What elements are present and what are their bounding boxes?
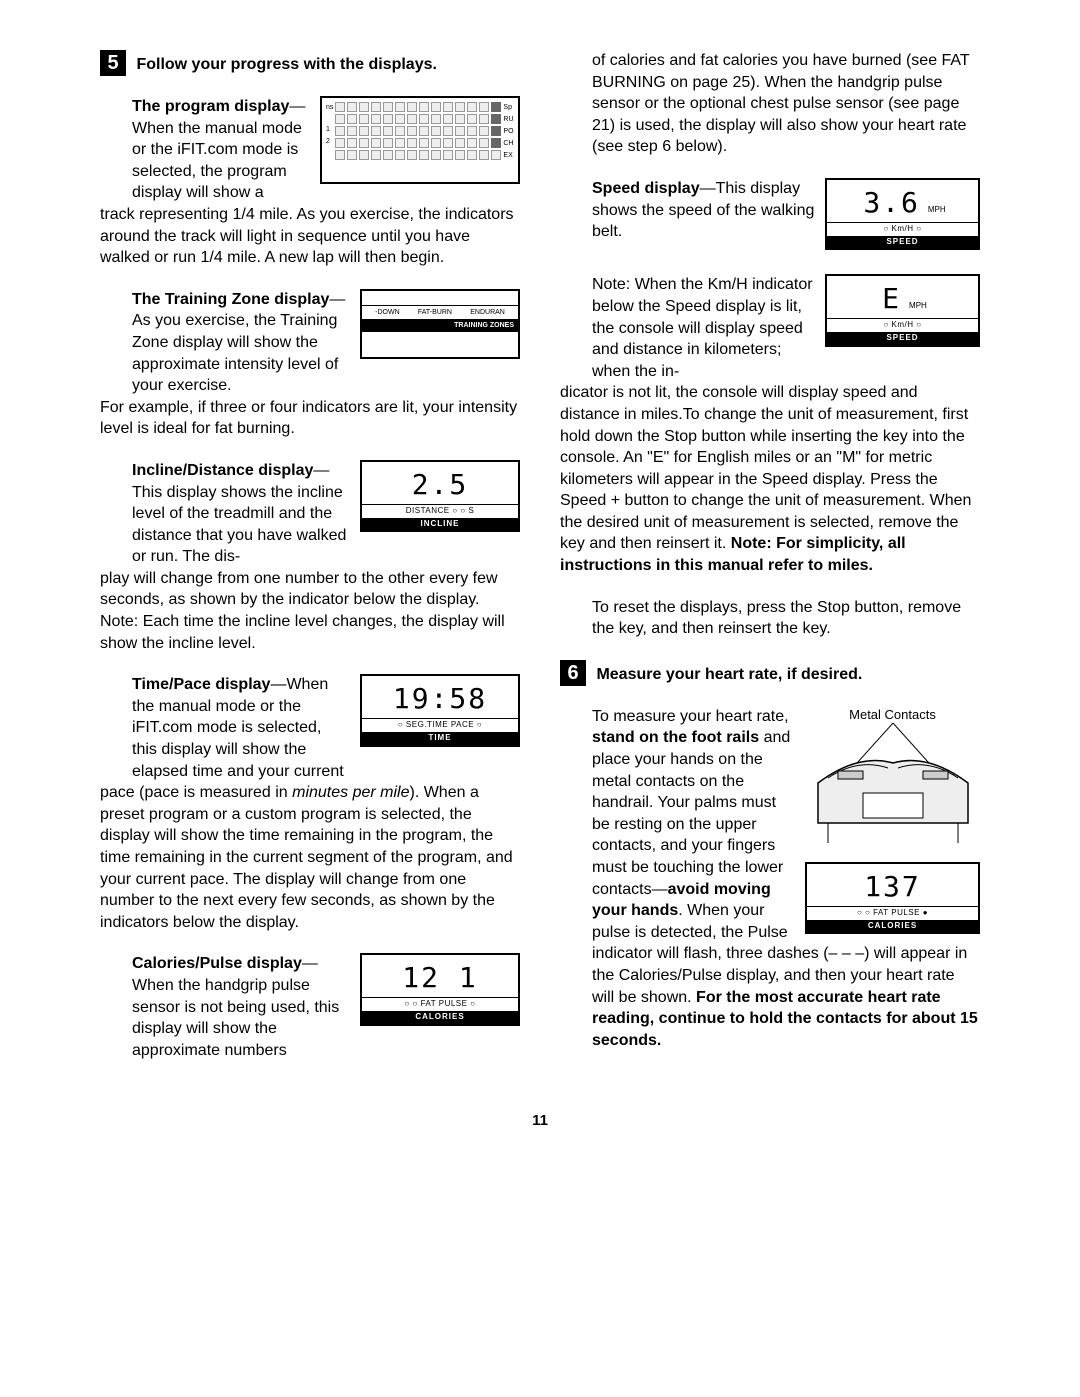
timepace-value: 19:58 xyxy=(362,676,518,718)
handrail-svg xyxy=(808,723,978,853)
incline-heading: Incline/Distance display xyxy=(132,462,313,479)
tz-zone: -DOWN xyxy=(375,308,400,317)
step6-cal-sublabel: ○ ○ FAT PULSE ● xyxy=(807,906,978,920)
kmnote-unit: MPH xyxy=(909,301,931,312)
timepace-section: 19:58 ○ SEG.TIME PACE ○ TIME Time/Pace d… xyxy=(132,674,520,933)
tz-zone: ENDURAN xyxy=(470,308,505,317)
incline-para2: play will change from one number to the … xyxy=(100,568,520,654)
calpulse-label: CALORIES xyxy=(362,1011,518,1024)
kmnote-label: SPEED xyxy=(827,332,978,345)
calpulse-value: 12 1 xyxy=(362,955,518,997)
speed-sublabel: ○ Km/H ○ xyxy=(827,222,978,236)
reset-text: To reset the displays, press the Stop bu… xyxy=(592,597,980,640)
incline-display: 2.5 DISTANCE ○ ○ S INCLINE xyxy=(360,460,520,532)
program-grid-diagram: ns 1 2 Sp RU PO xyxy=(320,96,520,184)
kmnote-value: E xyxy=(874,276,909,318)
kmnote-section: E MPH ○ Km/H ○ SPEED Note: When the Km/H… xyxy=(592,274,980,576)
calpulse-heading: Calories/Pulse display xyxy=(132,955,302,972)
timepace-display: 19:58 ○ SEG.TIME PACE ○ TIME xyxy=(360,674,520,746)
timepace-heading: Time/Pace display xyxy=(132,676,270,693)
speed-heading: Speed display xyxy=(592,180,700,197)
speed-value: 3.6 xyxy=(855,180,928,222)
step6-header: 6 Measure your heart rate, if desired. xyxy=(560,660,980,686)
kmnote-para2: dicator is not lit, the console will dis… xyxy=(560,382,980,576)
rightcol-toptext: of calories and fat calories you have bu… xyxy=(592,50,980,158)
kmnote-sublabel: ○ Km/H ○ xyxy=(827,318,978,332)
page-number: 11 xyxy=(100,1111,980,1131)
grid-label: Sp xyxy=(503,102,513,114)
grid-label: CH xyxy=(503,138,513,150)
timepace-para2: pace (pace is measured in minutes per mi… xyxy=(100,782,520,933)
step6-number: 6 xyxy=(560,660,586,686)
left-column: 5 Follow your progress with the displays… xyxy=(100,50,520,1081)
step5-header: 5 Follow your progress with the displays… xyxy=(100,50,520,76)
step6-title: Measure your heart rate, if desired. xyxy=(596,666,862,683)
grid-label: EX xyxy=(503,150,513,162)
timepace-label: TIME xyxy=(362,732,518,745)
program-para2: track representing 1/4 mile. As you exer… xyxy=(100,204,520,269)
right-column: of calories and fat calories you have bu… xyxy=(560,50,980,1081)
incline-value: 2.5 xyxy=(362,462,518,504)
calpulse-section: 12 1 ○ ○ FAT PULSE ○ CALORIES Calories/P… xyxy=(132,953,520,1061)
metal-contacts-diagram: Metal Contacts 137 ○ ○ FAT xyxy=(805,706,980,934)
tz-label: TRAINING ZONES xyxy=(362,320,518,331)
incline-section: 2.5 DISTANCE ○ ○ S INCLINE Incline/Dista… xyxy=(132,460,520,654)
tz-heading: The Training Zone display xyxy=(132,291,329,308)
speed-unit: MPH xyxy=(928,205,950,216)
tz-para2: For example, if three or four indicators… xyxy=(100,397,520,440)
calpulse-display: 12 1 ○ ○ FAT PULSE ○ CALORIES xyxy=(360,953,520,1025)
step6-cal-value: 137 xyxy=(807,864,978,906)
incline-label: INCLINE xyxy=(362,518,518,531)
metal-contacts-label: Metal Contacts xyxy=(805,706,980,724)
grid-label: 2 xyxy=(326,136,333,148)
step6-calories-display: 137 ○ ○ FAT PULSE ● CALORIES xyxy=(805,862,980,934)
step5-title: Follow your progress with the displays. xyxy=(136,56,437,73)
tz-zone: FAT-BURN xyxy=(418,308,452,317)
trainingzone-section: -DOWN FAT-BURN ENDURAN TRAINING ZONES Th… xyxy=(132,289,520,440)
step5-number: 5 xyxy=(100,50,126,76)
speed-display: 3.6 MPH ○ Km/H ○ SPEED xyxy=(825,178,980,250)
grid-label: 1 xyxy=(326,124,333,136)
program-heading: The program display xyxy=(132,98,289,115)
timepace-sublabel: ○ SEG.TIME PACE ○ xyxy=(362,718,518,732)
calpulse-sublabel: ○ ○ FAT PULSE ○ xyxy=(362,997,518,1011)
incline-sublabel: DISTANCE ○ ○ S xyxy=(362,504,518,518)
speed-label: SPEED xyxy=(827,236,978,249)
step6-body: Metal Contacts 137 ○ ○ FAT xyxy=(592,706,980,1052)
step6-cal-label: CALORIES xyxy=(807,920,978,933)
grid-label: PO xyxy=(503,126,513,138)
speed-section: 3.6 MPH ○ Km/H ○ SPEED Speed display—Thi… xyxy=(592,178,980,254)
program-section: ns 1 2 Sp RU PO xyxy=(132,96,520,269)
page-columns: 5 Follow your progress with the displays… xyxy=(100,50,980,1081)
kmnote-display: E MPH ○ Km/H ○ SPEED xyxy=(825,274,980,346)
grid-label: ns xyxy=(326,102,333,114)
grid-label: RU xyxy=(503,114,513,126)
trainingzone-diagram: -DOWN FAT-BURN ENDURAN TRAINING ZONES xyxy=(360,289,520,359)
